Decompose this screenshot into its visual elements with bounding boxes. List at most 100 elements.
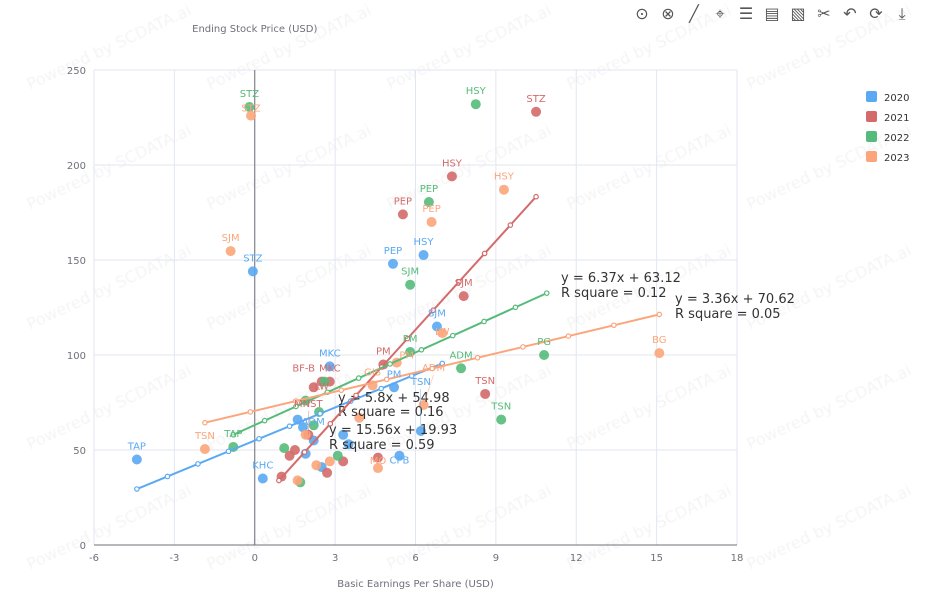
data-point-2022 [456, 363, 467, 374]
point-label: TSN [410, 377, 431, 388]
data-point-2021 [322, 467, 333, 478]
point-label: SJM [222, 233, 240, 244]
data-point-2021 [289, 445, 300, 455]
data-point-2020 [418, 250, 429, 261]
data-point-2022 [319, 376, 330, 387]
legend-swatch-2020[interactable] [866, 91, 877, 102]
regression-marker [512, 304, 519, 311]
point-label: BG [652, 335, 666, 346]
regression-marker [338, 387, 345, 394]
regression-marker [261, 417, 268, 424]
point-label: ADM [449, 350, 472, 361]
point-label: STZ [526, 94, 545, 105]
regression-marker [611, 322, 617, 329]
hide-comment-icon[interactable]: ▧ [790, 4, 806, 23]
label-leader-line [423, 374, 434, 406]
data-point-2021 [397, 209, 408, 220]
regression-marker [355, 375, 362, 381]
point-label: HSY [414, 237, 435, 248]
x-tick-label: 12 [570, 553, 583, 564]
point-label: ADM [302, 417, 325, 428]
comment-icon[interactable]: ▤ [764, 4, 780, 23]
x-axis-title: Basic Earnings Per Share (USD) [337, 579, 494, 590]
point-label: HSY [466, 86, 487, 97]
data-point-2021 [372, 452, 383, 463]
regression-r-square: R square = 0.12 [561, 286, 667, 301]
point-label: PEP [384, 246, 402, 257]
regression-marker [353, 392, 359, 399]
regression-equation: y = 15.56x + 19.93 [329, 423, 457, 438]
point-label: HSY [494, 172, 515, 183]
legend-item-2021[interactable]: 2021 [884, 113, 909, 124]
point-label: MO [370, 456, 387, 467]
cut-icon[interactable]: ✂ [817, 4, 831, 23]
data-point-2022 [496, 414, 507, 425]
regression-marker [317, 410, 323, 417]
data-view-icon[interactable]: ☰ [738, 4, 754, 23]
regression-marker [387, 361, 393, 367]
data-point-2022 [423, 197, 434, 208]
regression-marker [429, 365, 435, 372]
data-point-2021 [531, 106, 542, 117]
regression-marker [378, 385, 385, 392]
regression-marker [164, 473, 171, 480]
data-point-2023 [354, 412, 365, 423]
tag-icon[interactable]: ⌖ [715, 4, 725, 23]
regression-marker [533, 193, 539, 200]
point-label: PEP [422, 204, 440, 215]
legend-item-2022[interactable]: 2022 [884, 133, 909, 144]
regression-marker [195, 461, 201, 467]
data-point-2023 [311, 460, 322, 471]
regression-marker [418, 346, 425, 353]
data-point-2021 [308, 382, 319, 393]
point-label: PM [403, 334, 418, 345]
data-point-2021 [458, 291, 469, 302]
point-label: TAP [127, 442, 146, 453]
regression-r-square: R square = 0.05 [675, 307, 781, 322]
regression-marker [202, 419, 208, 426]
data-point-2022 [332, 450, 343, 461]
x-tick-label: 15 [650, 553, 663, 564]
legend-item-2023[interactable]: 2023 [884, 153, 909, 164]
data-point-2020 [131, 454, 142, 465]
data-point-2020 [431, 321, 442, 332]
point-label: SJM [401, 267, 419, 278]
point-label: CPB [389, 456, 409, 467]
legend-swatch-2022[interactable] [866, 131, 877, 142]
regression-marker [656, 311, 663, 318]
regression-marker [293, 403, 299, 410]
regression-marker [256, 435, 262, 442]
regression-marker [404, 335, 411, 342]
undo-icon[interactable]: ↶ [843, 4, 857, 23]
data-point-2023 [324, 456, 335, 467]
data-point-2020 [387, 258, 398, 269]
legend-swatch-2023[interactable] [866, 151, 877, 162]
refresh-icon[interactable]: ⟳ [869, 4, 883, 23]
regression-marker [225, 448, 232, 455]
point-label: TSN [194, 431, 215, 442]
point-label: ADM [422, 363, 445, 374]
point-label: MKC [319, 348, 341, 359]
data-point-2021 [480, 388, 491, 399]
y-tick-label: 100 [67, 351, 86, 362]
data-point-2021 [446, 171, 457, 182]
data-point-2022 [539, 350, 550, 360]
regression-equation: y = 6.37x + 63.12 [561, 271, 681, 286]
clear-icon[interactable]: ⊗ [661, 4, 675, 23]
point-label: BF-B [292, 363, 315, 374]
x-tick-label: -6 [89, 553, 99, 564]
legend-item-2020[interactable]: 2020 [884, 93, 909, 104]
regression-marker [481, 318, 487, 325]
data-point-2020 [247, 266, 258, 277]
line-icon[interactable]: ╱ [689, 4, 699, 23]
legend-swatch-2021[interactable] [866, 111, 877, 122]
regression-marker [507, 222, 514, 228]
point-label: TAP [223, 429, 242, 440]
y-tick-label: 250 [67, 66, 86, 77]
download-icon[interactable]: ⤓ [898, 4, 906, 23]
select-icon[interactable]: ⊙ [635, 4, 649, 23]
y-tick-label: 200 [67, 161, 86, 172]
regression-marker [286, 423, 293, 430]
